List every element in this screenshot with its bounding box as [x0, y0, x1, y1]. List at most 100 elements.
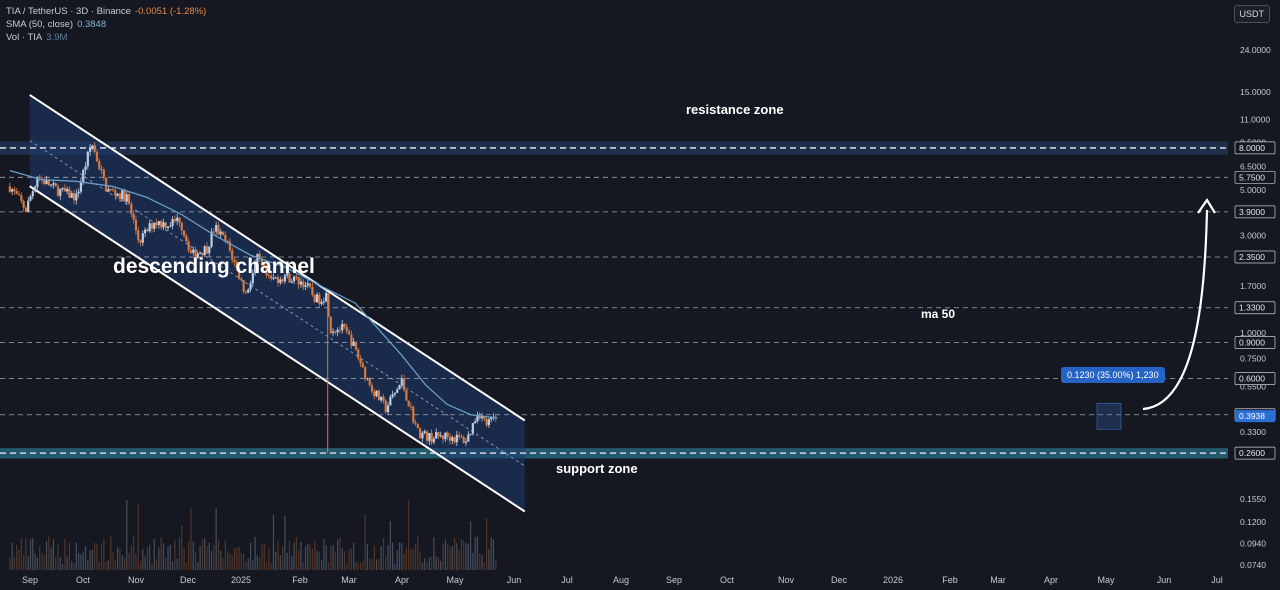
volume-bar [332, 544, 334, 570]
candle-body [139, 240, 142, 243]
volume-bar [94, 542, 96, 570]
candle-body [373, 391, 376, 397]
y-tick-label: 15.0000 [1240, 87, 1271, 97]
volume-bar [91, 549, 93, 570]
candle-body [467, 434, 470, 442]
candle-body [118, 193, 121, 200]
candle-body [476, 415, 479, 422]
volume-bar [320, 560, 323, 570]
volume-bar [392, 542, 394, 570]
volume-bar [488, 549, 490, 570]
y-tick-label: 1.0000 [1240, 328, 1266, 338]
volume-bar [199, 546, 201, 570]
volume-bar [408, 500, 410, 570]
candle-body [237, 268, 241, 279]
candle-body [423, 431, 426, 433]
candle-body [267, 275, 270, 277]
volume-bar [378, 559, 380, 570]
volume-bar [456, 543, 458, 570]
x-tick-label: May [1097, 575, 1115, 585]
volume-bar [437, 557, 440, 570]
candle-body [382, 396, 385, 401]
volume-bar [89, 550, 91, 570]
candle-body [448, 436, 452, 441]
volume-bar [350, 548, 352, 570]
volume-bar [272, 514, 275, 570]
candle-body [29, 196, 32, 201]
volume-bar [371, 558, 373, 570]
volume-bar [309, 544, 311, 570]
candle-body [178, 217, 181, 223]
candle-body [407, 400, 410, 407]
candle-body [327, 292, 330, 317]
volume-bar [20, 538, 22, 570]
volume-bar [236, 548, 238, 570]
volume-bar [440, 560, 442, 570]
volume-bar [66, 556, 68, 570]
volume-bar [172, 561, 174, 570]
candle-body [226, 240, 229, 242]
volume-bar [467, 543, 469, 570]
candle-body [306, 283, 309, 286]
volume-bar [25, 537, 27, 570]
volume-bar [112, 552, 114, 570]
y-tick-label: 3.0000 [1240, 230, 1266, 240]
y-level-box [1234, 446, 1276, 460]
volume-bar [254, 536, 256, 570]
candle-body [47, 179, 50, 186]
candle-body [421, 432, 424, 439]
candle-body [244, 291, 248, 293]
candle-body [182, 230, 186, 236]
candle-body [396, 389, 399, 393]
candle-body [121, 190, 124, 200]
volume-bar [277, 540, 279, 570]
candle-body [389, 396, 392, 406]
volume-bar [247, 558, 249, 570]
volume-bar [261, 544, 263, 570]
candle-body [270, 275, 273, 279]
candle-body [354, 341, 358, 350]
candle-body [428, 433, 431, 441]
symbol-title[interactable]: TIA / TetherUS · 3D · Binance [6, 6, 131, 17]
y-level-label: 0.2600 [1239, 448, 1265, 458]
candle-body [196, 253, 199, 259]
volume-bar [206, 546, 208, 570]
volume-bar [286, 552, 288, 570]
y-level-box [1234, 205, 1276, 219]
candle-body [199, 252, 202, 254]
candle-body [66, 188, 69, 192]
sma-legend-label[interactable]: SMA (50, close) [6, 19, 74, 30]
candle-body [471, 423, 474, 434]
candle-body [148, 223, 151, 232]
candle-body [281, 279, 284, 282]
volume-bar [181, 525, 183, 570]
candle-body [84, 166, 87, 171]
candle-body [368, 378, 371, 386]
candle-body [414, 422, 417, 424]
candle-body [61, 187, 64, 190]
candle-body [68, 188, 71, 198]
candle-body [352, 341, 355, 346]
candle-body [375, 390, 378, 397]
volume-bar [424, 558, 426, 570]
candle-body [194, 249, 197, 259]
candle-body [95, 151, 99, 162]
volume-bar [453, 537, 456, 570]
candle-body [251, 273, 254, 284]
candle-body [304, 285, 307, 287]
candle-body [357, 349, 360, 359]
currency-button[interactable]: USDT [1233, 5, 1270, 23]
candle-body [334, 331, 337, 333]
y-level-label: 1.3300 [1239, 303, 1265, 313]
candle-body [331, 331, 335, 333]
candle-body [224, 234, 227, 241]
y-level-box [1234, 250, 1276, 264]
y-tick-label: 0.7500 [1240, 354, 1266, 364]
volume-bar [100, 543, 103, 570]
projection-arrow [1142, 209, 1209, 411]
volume-bar [268, 548, 270, 570]
volume-bar [61, 563, 64, 570]
volume-bar [375, 559, 378, 570]
volume-legend-label[interactable]: Vol · TIA [6, 32, 43, 43]
